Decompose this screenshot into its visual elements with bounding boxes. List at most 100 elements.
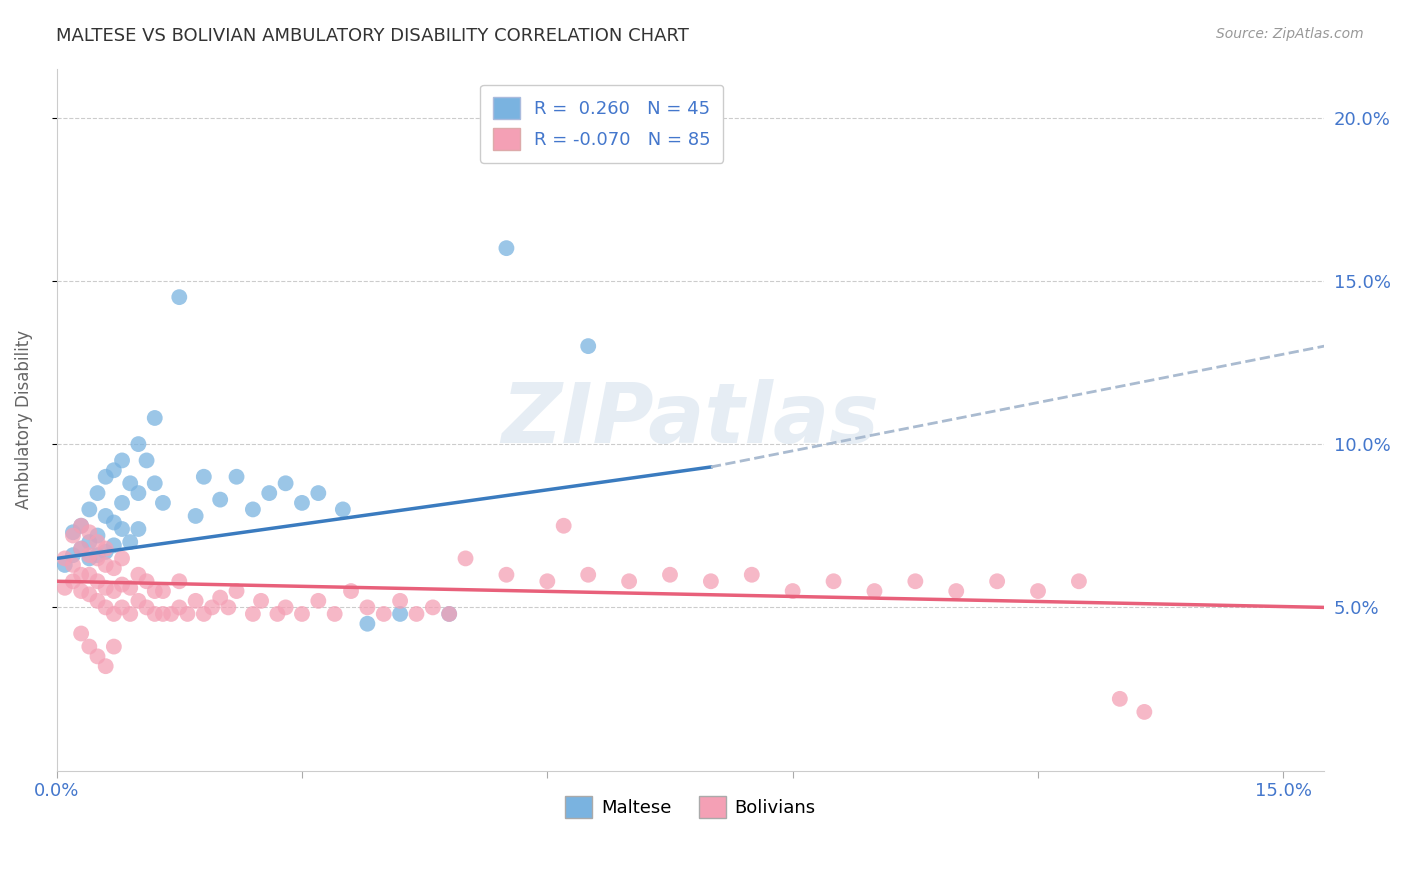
Point (741, 567, 763, 582)
Point (86, 486, 108, 500)
Point (356, 600, 378, 615)
Point (217, 600, 239, 615)
Point (86, 528, 108, 542)
Point (94, 545, 117, 559)
Point (437, 607, 460, 621)
Point (94, 541, 117, 556)
Point (120, 535, 142, 549)
Point (209, 492, 232, 507)
Point (135, 574, 157, 589)
Point (209, 591, 232, 605)
Point (291, 496, 314, 510)
Point (553, 518, 575, 533)
Point (94, 508, 117, 523)
Point (169, 290, 191, 304)
Point (86, 594, 108, 608)
Point (986, 574, 1008, 589)
Point (94, 469, 117, 483)
Point (111, 453, 134, 467)
Point (242, 502, 264, 516)
Point (103, 538, 125, 552)
Point (340, 584, 363, 599)
Point (120, 476, 142, 491)
Point (291, 607, 314, 621)
Point (274, 600, 297, 615)
Point (536, 574, 558, 589)
Point (79, 502, 101, 516)
Point (70, 626, 93, 640)
Point (127, 437, 149, 451)
Point (373, 607, 395, 621)
Point (176, 607, 198, 621)
Point (79, 548, 101, 562)
Point (201, 600, 224, 615)
Point (103, 463, 125, 477)
Point (266, 607, 288, 621)
Point (79, 640, 101, 654)
Point (700, 574, 723, 589)
Point (103, 607, 125, 621)
Point (356, 616, 378, 631)
Point (86, 548, 108, 562)
Point (94, 558, 117, 572)
Point (127, 486, 149, 500)
Point (70, 518, 93, 533)
Point (422, 600, 444, 615)
Point (86, 535, 108, 549)
Point (127, 522, 149, 536)
Point (184, 508, 207, 523)
Point (103, 516, 125, 530)
Point (389, 594, 412, 608)
Point (120, 607, 142, 621)
Legend: Maltese, Bolivians: Maltese, Bolivians (558, 789, 823, 825)
Point (193, 469, 215, 483)
Point (389, 607, 412, 621)
Y-axis label: Ambulatory Disability: Ambulatory Disability (15, 330, 32, 509)
Point (62, 558, 84, 572)
Point (53, 581, 76, 595)
Point (225, 584, 247, 599)
Point (62, 548, 84, 562)
Point (111, 600, 134, 615)
Point (70, 541, 93, 556)
Point (70, 518, 93, 533)
Point (62, 574, 84, 589)
Point (169, 574, 191, 589)
Point (782, 584, 804, 599)
Point (250, 594, 273, 608)
Point (904, 574, 927, 589)
Point (1108, 691, 1130, 706)
Text: Source: ZipAtlas.com: Source: ZipAtlas.com (1216, 27, 1364, 41)
Point (495, 567, 517, 582)
Point (103, 584, 125, 599)
Point (135, 600, 157, 615)
Point (576, 339, 599, 353)
Point (405, 607, 427, 621)
Point (152, 584, 174, 599)
Point (169, 600, 191, 615)
Point (274, 476, 297, 491)
Point (86, 649, 108, 664)
Point (62, 528, 84, 542)
Point (53, 551, 76, 566)
Point (111, 522, 134, 536)
Point (135, 453, 157, 467)
Point (1133, 705, 1156, 719)
Point (332, 502, 354, 516)
Point (617, 574, 640, 589)
Point (307, 594, 329, 608)
Point (127, 567, 149, 582)
Point (70, 567, 93, 582)
Point (259, 486, 281, 500)
Point (495, 241, 517, 255)
Point (103, 561, 125, 575)
Point (94, 659, 117, 673)
Point (576, 567, 599, 582)
Point (127, 594, 149, 608)
Point (143, 607, 166, 621)
Point (86, 551, 108, 566)
Point (323, 607, 346, 621)
Point (111, 551, 134, 566)
Point (79, 587, 101, 601)
Point (823, 574, 845, 589)
